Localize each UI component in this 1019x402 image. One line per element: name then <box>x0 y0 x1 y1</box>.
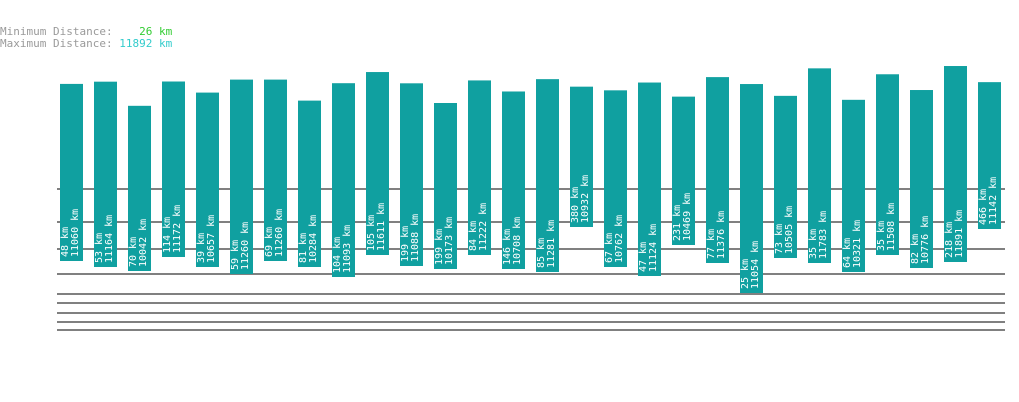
bar <box>570 86 593 228</box>
bar <box>162 81 185 257</box>
bar-label-high: 10776 km <box>920 216 931 264</box>
bar-label-low: 47 km <box>638 242 649 272</box>
distance-summary: Minimum Distance: 26 km Maximum Distance… <box>0 26 172 50</box>
bar-labels: 48 km 11060 km 53 km 11164 km 70 km 10042 km 1… <box>60 175 999 289</box>
bar-label-high: 11611 km <box>376 203 387 251</box>
bar <box>672 96 695 246</box>
bar <box>434 103 457 270</box>
bar-label-high: 11260 km <box>274 209 285 257</box>
bar-label-low: 146 km <box>502 229 513 265</box>
bar-label-low: 77 km <box>706 229 717 259</box>
bar <box>264 79 287 262</box>
bar-label-high: 10708 km <box>512 217 523 265</box>
bar-label-high: 10469 km <box>682 193 693 241</box>
bar-label-high: 11093 km <box>342 225 353 273</box>
bar-label-low: 59 km <box>230 240 241 270</box>
bar <box>638 82 661 276</box>
bar <box>740 84 763 293</box>
bar-label-high: 10284 km <box>308 215 319 263</box>
bar <box>502 91 525 269</box>
max-distance-label: Maximum Distance: <box>0 37 113 50</box>
bar-label-low: 199 km <box>400 226 411 262</box>
bar-label-high: 10932 km <box>580 175 591 223</box>
bar-label-high: 10042 km <box>138 219 149 267</box>
bar-label-high: 11222 km <box>478 203 489 251</box>
bar <box>230 79 253 275</box>
bar-label-low: 466 km <box>978 189 989 225</box>
bar-label-high: 11142 km <box>988 177 999 225</box>
bar <box>774 95 797 258</box>
bar-label-high: 11060 km <box>70 209 81 257</box>
bar-label-high: 11281 km <box>546 220 557 268</box>
bar-label-high: 11260 km <box>240 222 251 270</box>
bar-label-high: 11088 km <box>410 214 421 262</box>
bar <box>706 77 729 263</box>
bar-label-high: 11164 km <box>104 215 115 263</box>
bar <box>332 83 355 277</box>
bars <box>60 66 1001 293</box>
min-distance-label: Minimum Distance: <box>0 25 113 38</box>
bar-label-high: 11783 km <box>818 211 829 259</box>
bar-label-low: 84 km <box>468 221 479 251</box>
bar-label-high: 10657 km <box>206 215 217 263</box>
max-distance-value: 11892 km <box>119 37 173 50</box>
bar <box>400 83 423 266</box>
bar-label-low: 380 km <box>570 187 581 223</box>
bar-label-low: 85 km <box>536 238 547 268</box>
bar <box>60 83 83 262</box>
bar <box>604 90 627 268</box>
bar-label-high: 11124 km <box>648 224 659 272</box>
bar-label-low: 199 km <box>434 229 445 265</box>
bar <box>366 72 389 256</box>
bar-label-low: 73 km <box>774 224 785 254</box>
bar-label-low: 25 km <box>740 259 751 289</box>
bar <box>196 92 219 267</box>
bar-label-low: 82 km <box>910 234 921 264</box>
bar-label-low: 114 km <box>162 217 173 253</box>
bar <box>944 66 967 262</box>
bar <box>910 90 933 268</box>
bar-label-high: 10173 km <box>444 217 455 265</box>
bar-label-high: 11376 km <box>716 211 727 259</box>
bar-label-high: 10505 km <box>784 206 795 254</box>
bar <box>978 82 1001 229</box>
bar-label-low: 67 km <box>604 233 615 263</box>
bar-label-low: 35 km <box>808 229 819 259</box>
bar <box>468 80 491 255</box>
bar-label-low: 231 km <box>672 205 683 241</box>
bar <box>536 79 559 272</box>
bar-label-low: 64 km <box>842 238 853 268</box>
bar-label-low: 104 km <box>332 237 343 273</box>
bar <box>842 99 865 273</box>
bar <box>808 68 831 263</box>
bar-label-low: 39 km <box>196 233 207 263</box>
bar-label-low: 48 km <box>60 227 71 257</box>
min-distance-value: 26 km <box>139 25 173 38</box>
bar-label-low: 105 km <box>366 215 377 251</box>
bar-label-low: 53 km <box>94 233 105 263</box>
bar-label-high: 11172 km <box>172 205 183 253</box>
bar-label-low: 35 km <box>876 221 887 251</box>
bar-label-low: 69 km <box>264 227 275 257</box>
bar-label-high: 11508 km <box>886 203 897 251</box>
bar-label-high: 11891 km <box>954 210 965 258</box>
bar-label-low: 81 km <box>298 233 309 263</box>
bar <box>298 100 321 267</box>
bar-label-low: 218 km <box>944 222 955 258</box>
bar <box>876 74 899 256</box>
bar-label-high: 11054 km <box>750 241 761 289</box>
bar <box>128 105 151 271</box>
bar-label-low: 70 km <box>128 237 139 267</box>
bar-label-high: 10321 km <box>852 220 863 268</box>
bar-label-high: 10762 km <box>614 215 625 263</box>
bar <box>94 81 117 267</box>
